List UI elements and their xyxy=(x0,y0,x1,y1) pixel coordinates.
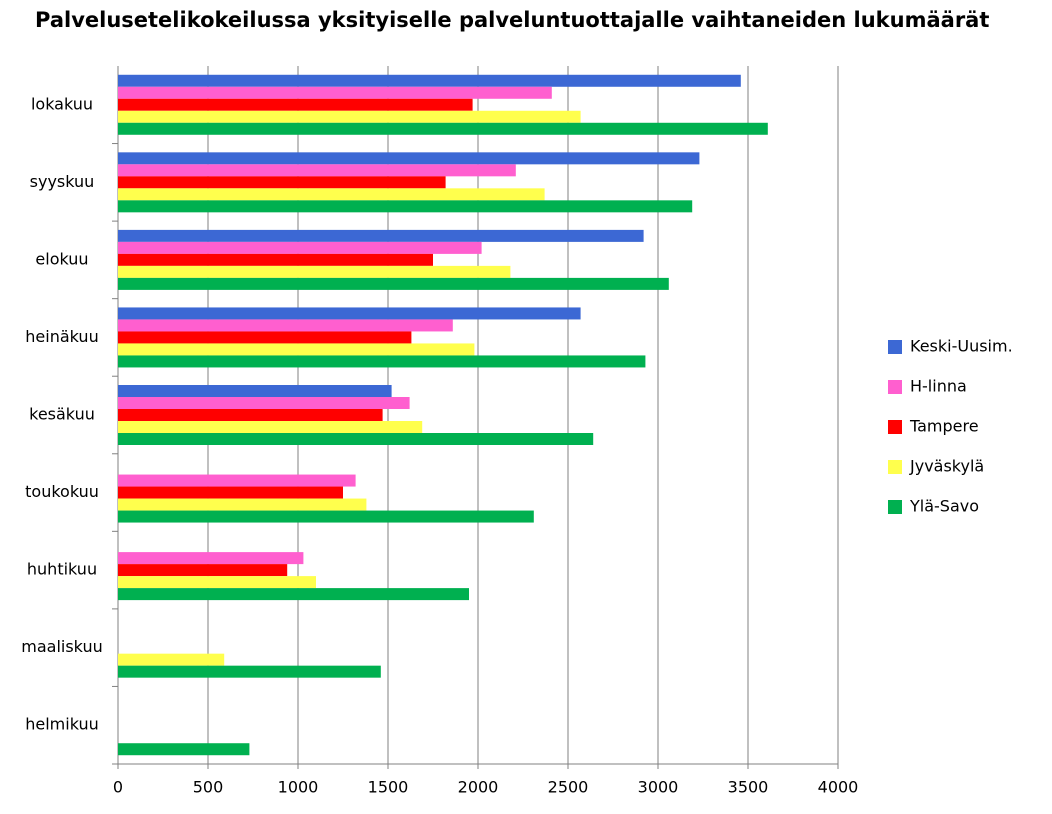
x-tick-label: 2000 xyxy=(458,778,499,797)
bar xyxy=(118,176,446,189)
legend-swatch xyxy=(888,500,902,514)
bar xyxy=(118,576,316,589)
y-tick-label: helmikuu xyxy=(25,715,99,734)
bar xyxy=(118,355,646,368)
x-tick-label: 1000 xyxy=(278,778,319,797)
x-tick-label: 1500 xyxy=(368,778,409,797)
bar xyxy=(118,343,475,356)
x-tick-label: 500 xyxy=(193,778,224,797)
bar xyxy=(118,665,381,678)
x-tick-label: 0 xyxy=(113,778,123,797)
bar xyxy=(118,152,700,165)
y-tick-label: elokuu xyxy=(35,249,88,268)
legend-label: Keski-Uusim. xyxy=(910,337,1013,356)
x-tick-label: 2500 xyxy=(548,778,589,797)
legend-swatch xyxy=(888,420,902,434)
bar xyxy=(118,307,581,320)
bar xyxy=(118,86,552,99)
bar xyxy=(118,200,693,213)
chart-title: Palvelusetelikokeilussa yksityiselle pal… xyxy=(35,8,989,32)
bar xyxy=(118,229,644,242)
y-tick-label: syyskuu xyxy=(30,172,95,191)
bar xyxy=(118,433,594,445)
legend-label: H-linna xyxy=(910,377,967,396)
y-tick-label: maaliskuu xyxy=(21,637,102,656)
x-tick-label: 4000 xyxy=(818,778,859,797)
x-tick-label: 3500 xyxy=(728,778,769,797)
y-tick-label: lokakuu xyxy=(31,94,93,113)
legend-label: Tampere xyxy=(909,417,979,436)
bar xyxy=(118,253,433,266)
x-tick-label: 3000 xyxy=(638,778,679,797)
bar xyxy=(118,498,367,511)
bar xyxy=(118,110,581,123)
bar xyxy=(118,98,473,111)
y-tick-label: huhtikuu xyxy=(27,560,97,579)
bar xyxy=(118,122,768,135)
bar xyxy=(118,397,410,409)
bar xyxy=(118,474,356,487)
bar xyxy=(118,277,669,290)
bar xyxy=(118,331,412,344)
bar xyxy=(118,409,383,421)
bar xyxy=(118,265,511,278)
bar xyxy=(118,510,534,523)
bar xyxy=(118,486,343,499)
bar xyxy=(118,743,250,756)
legend-swatch xyxy=(888,340,902,354)
legend-label: Ylä-Savo xyxy=(909,497,979,516)
y-tick-label: kesäkuu xyxy=(29,405,95,424)
legend-label: Jyväskylä xyxy=(909,457,984,476)
bar xyxy=(118,653,225,666)
bar xyxy=(118,421,423,433)
bar xyxy=(118,588,469,601)
legend-swatch xyxy=(888,460,902,474)
bar xyxy=(118,241,482,254)
y-tick-label: toukokuu xyxy=(25,482,99,501)
bar xyxy=(118,564,288,577)
bar xyxy=(118,164,516,177)
bar xyxy=(118,319,453,332)
bar xyxy=(118,552,304,565)
legend-swatch xyxy=(888,380,902,394)
bar xyxy=(118,385,392,397)
bar xyxy=(118,188,545,201)
y-tick-label: heinäkuu xyxy=(25,327,98,346)
bar xyxy=(118,74,741,87)
